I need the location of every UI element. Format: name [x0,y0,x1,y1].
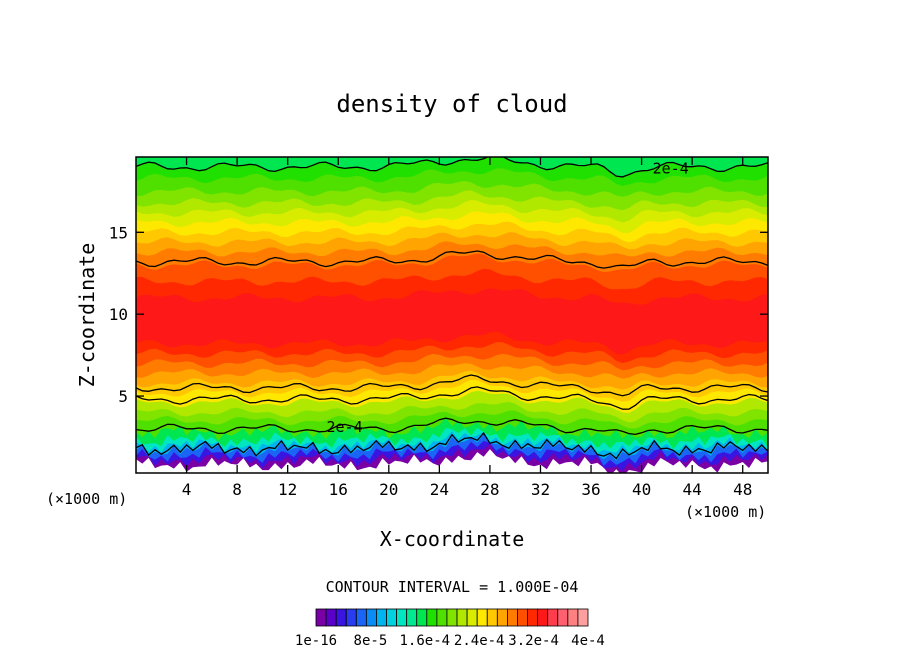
x-tick-label-2: 12 [278,480,297,499]
x-axis-ticks: 4 8 12 16 20 24 28 32 36 40 44 48 [182,157,752,499]
colorbar-swatch-19 [507,608,518,627]
x-tick-label-9: 40 [632,480,651,499]
y-axis-label: Z-coordinate [75,243,99,388]
colorbar-swatch-8 [396,608,408,627]
contour-label-0: 2e-4 [653,159,689,177]
colorbar-swatch-16 [476,608,488,627]
colorbar-swatch-9 [406,608,418,627]
colorbar-swatch-1 [325,608,337,627]
chart-title: density of cloud [336,90,567,118]
contour-line-0 [136,157,768,178]
colorbar-swatch-18 [496,608,508,627]
colorbar-swatch-3 [345,608,357,627]
colorbar-swatch-5 [365,608,377,627]
y-tick-label-0: 5 [118,387,128,406]
colorbar-swatch-10 [416,608,428,627]
colorbar-swatch-12 [436,608,448,627]
colorbar-swatch-7 [386,608,397,627]
colorbar-swatch-15 [466,608,478,627]
colorbar-tick-label-4: 3.2e-4 [508,633,559,649]
colorbar-swatch-20 [517,608,528,627]
x-tick-label-6: 28 [480,480,499,499]
contour-line-1 [136,250,768,269]
contour-interval-text: CONTOUR INTERVAL = 1.000E-04 [326,578,579,596]
contour-fill-layers [136,157,768,473]
x-tick-label-1: 8 [232,480,242,499]
contour-line-2 [136,374,768,397]
colorbar-tick-labels: 1e-16 8e-5 1.6e-4 2.4e-4 3.2e-4 4e-4 [295,633,605,649]
contour-line-3 [136,386,768,410]
plot-frame [135,156,769,474]
colorbar-swatch-4 [355,608,367,627]
x-tick-label-0: 4 [182,480,192,499]
colorbar-tick-label-0: 1e-16 [295,633,337,649]
colorbar-swatch-23 [547,608,559,627]
colorbar-swatch-13 [446,608,458,627]
x-axis-label: X-coordinate [380,527,525,551]
colorbar-swatch-25 [567,608,579,627]
x-tick-label-8: 36 [581,480,600,499]
colorbar-swatch-17 [486,608,498,627]
contour-label-1: 2e-4 [326,418,362,436]
colorbar-swatch-22 [537,608,549,627]
colorbar-tick-label-3: 2.4e-4 [454,633,505,649]
contour-lines [136,157,768,460]
colorbar-swatch-0 [315,608,327,627]
x-unit-right: (×1000 m) [685,503,766,521]
colorbar-swatch-14 [456,608,468,627]
colorbar-swatch-24 [557,608,569,627]
y-tick-label-1: 10 [109,305,128,324]
x-tick-label-4: 20 [379,480,398,499]
contour-line-5 [136,431,768,460]
colorbar-tick-label-2: 1.6e-4 [400,633,451,649]
x-tick-label-5: 24 [430,480,449,499]
contour-line-4 [136,417,768,436]
y-tick-label-2: 15 [109,223,128,242]
x-tick-label-10: 44 [683,480,702,499]
x-tick-label-7: 32 [531,480,550,499]
colorbar [315,608,589,627]
x-tick-label-3: 16 [329,480,348,499]
contour-layer-28 [136,157,768,177]
colorbar-swatch-6 [376,608,387,627]
colorbar-swatch-26 [577,608,589,627]
colorbar-swatch-2 [335,608,347,627]
colorbar-tick-label-5: 4e-4 [571,633,605,649]
x-unit-left: (×1000 m) [46,490,127,508]
y-axis-ticks: 5 10 15 [109,223,768,406]
colorbar-swatch-11 [426,608,438,627]
x-tick-label-11: 48 [733,480,752,499]
colorbar-tick-label-1: 8e-5 [354,633,388,649]
colorbar-swatch-21 [527,608,539,627]
contour-labels: 2e-4 2e-4 [326,159,689,436]
